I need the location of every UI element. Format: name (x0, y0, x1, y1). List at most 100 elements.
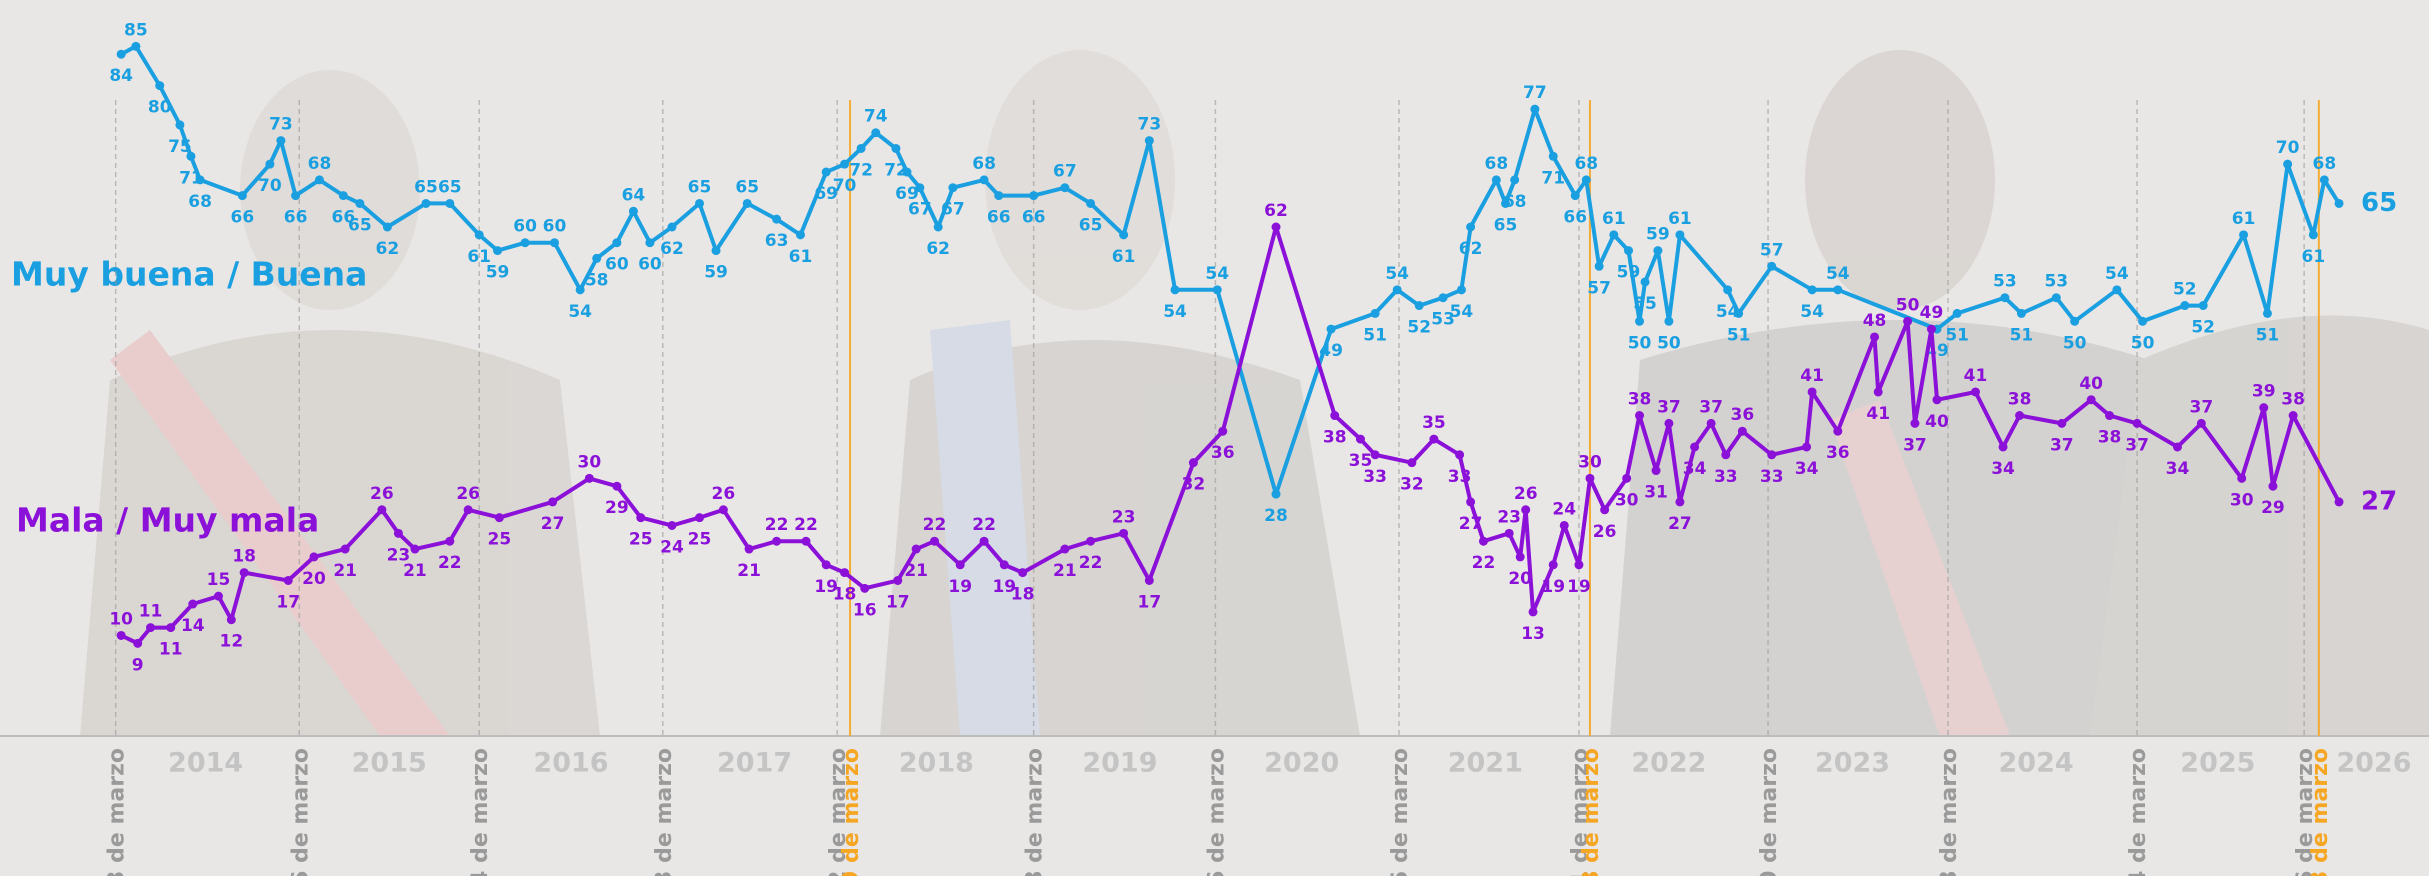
data-label: 20 (1508, 569, 1532, 589)
data-label: 23 (1112, 507, 1136, 527)
data-label: 32 (1182, 475, 1206, 495)
data-label: 54 (1205, 264, 1229, 284)
data-label: 34 (2166, 459, 2190, 479)
data-point (856, 143, 866, 153)
data-point (1833, 426, 1843, 436)
data-label: 34 (1991, 459, 2015, 479)
data-point (1910, 418, 1920, 428)
data-label: 70 (258, 176, 282, 196)
data-label: 22 (1472, 553, 1496, 573)
data-label: 71 (179, 168, 203, 188)
data-label: 27 (541, 514, 565, 534)
data-label: 66 (1022, 208, 1046, 228)
data-point (1675, 230, 1685, 240)
data-point (2268, 481, 2278, 491)
data-point (2015, 411, 2025, 421)
data-label: 9 (132, 655, 144, 675)
data-label: 65 (348, 215, 372, 235)
background-photos (80, 50, 2429, 736)
data-label: 80 (148, 98, 172, 118)
data-point (742, 198, 752, 208)
data-label: 67 (941, 200, 965, 220)
data-point (1594, 261, 1604, 271)
data-label: 69 (814, 184, 838, 204)
data-point (744, 544, 754, 554)
data-point (1737, 426, 1747, 436)
x-tick-label: 5 de marzo (1388, 748, 1413, 876)
end-label: 65 (2361, 188, 2397, 218)
data-point (1653, 246, 1663, 256)
data-label: 15 (207, 570, 231, 590)
data-label: 31 (1644, 483, 1668, 503)
data-point (1585, 473, 1595, 483)
data-point (1510, 175, 1520, 185)
data-label: 21 (333, 561, 357, 581)
data-label: 58 (585, 270, 609, 290)
data-label: 74 (864, 107, 888, 127)
data-label: 52 (2173, 280, 2197, 300)
data-point (772, 214, 782, 224)
data-label: 25 (688, 530, 712, 550)
data-point (1807, 387, 1817, 397)
data-point (1370, 450, 1380, 460)
data-label: 13 (1521, 624, 1545, 644)
data-label: 23 (387, 545, 411, 565)
data-point (999, 560, 1009, 570)
data-point (1086, 536, 1096, 546)
data-label: 25 (488, 530, 512, 550)
data-label: 59 (486, 263, 510, 283)
data-point (1212, 285, 1222, 295)
data-label: 49 (1319, 341, 1343, 361)
data-label: 51 (1945, 325, 1969, 345)
data-point (1170, 285, 1180, 295)
data-point (1330, 411, 1340, 421)
data-point (933, 222, 943, 232)
data-point (1326, 324, 1336, 334)
data-label: 73 (1137, 115, 1161, 135)
data-point (930, 536, 940, 546)
data-point (695, 513, 705, 523)
end-label: 27 (2361, 486, 2397, 516)
data-point (226, 615, 236, 625)
data-label: 23 (1497, 507, 1521, 527)
data-label: 26 (370, 484, 394, 504)
data-label: 62 (660, 239, 684, 259)
data-label: 62 (376, 239, 400, 259)
data-label: 60 (605, 255, 629, 275)
data-point (1870, 332, 1880, 342)
data-label: 21 (904, 561, 928, 581)
data-label: 37 (2190, 397, 2214, 417)
data-label: 51 (2256, 325, 2280, 345)
data-point (2000, 293, 2010, 303)
data-point (2308, 230, 2318, 240)
data-point (2016, 308, 2026, 318)
data-label: 68 (188, 192, 212, 212)
data-label: 66 (284, 208, 308, 228)
data-label: 61 (789, 247, 813, 267)
data-label: 65 (1079, 215, 1103, 235)
data-label: 27 (1668, 514, 1692, 534)
data-point (1218, 426, 1228, 436)
data-label: 30 (1615, 490, 1639, 510)
data-point (915, 183, 925, 193)
data-label: 22 (1079, 553, 1103, 573)
data-point (893, 575, 903, 585)
data-point (116, 630, 126, 640)
x-tick-label: 6 de marzo (1204, 748, 1229, 876)
data-label: 68 (972, 154, 996, 174)
data-point (265, 159, 275, 169)
data-label: 40 (2079, 374, 2103, 394)
data-label: 38 (2008, 390, 2032, 410)
data-point (1559, 520, 1569, 530)
data-label: 57 (1587, 278, 1611, 298)
data-point (1690, 442, 1700, 452)
data-point (1721, 450, 1731, 460)
data-point (667, 520, 677, 530)
data-label: 63 (765, 231, 789, 251)
data-point (1926, 324, 1936, 334)
data-point (1548, 151, 1558, 161)
x-tick-label: 6 de marzo (2293, 748, 2318, 876)
data-point (1355, 434, 1365, 444)
data-label: 17 (276, 592, 300, 612)
